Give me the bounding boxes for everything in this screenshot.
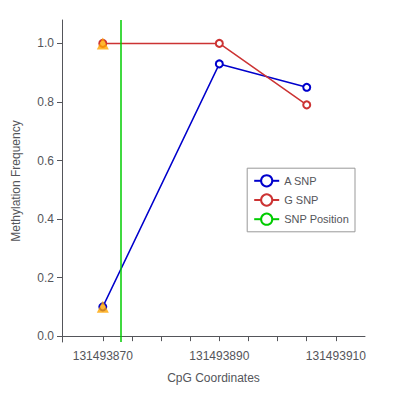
svg-text:0.8: 0.8 bbox=[37, 95, 54, 109]
svg-text:SNP Position: SNP Position bbox=[284, 213, 349, 225]
svg-text:0.6: 0.6 bbox=[37, 154, 54, 168]
svg-text:131493870: 131493870 bbox=[73, 349, 133, 363]
svg-text:A SNP: A SNP bbox=[284, 175, 316, 187]
svg-text:0.4: 0.4 bbox=[37, 212, 54, 226]
svg-text:0.2: 0.2 bbox=[37, 271, 54, 285]
svg-text:Methylation Frequency: Methylation Frequency bbox=[9, 120, 23, 241]
svg-text:131493910: 131493910 bbox=[306, 349, 366, 363]
svg-text:G SNP: G SNP bbox=[284, 194, 318, 206]
svg-text:131493890: 131493890 bbox=[189, 349, 249, 363]
svg-text:1.0: 1.0 bbox=[37, 36, 54, 50]
svg-text:CpG Coordinates: CpG Coordinates bbox=[167, 371, 260, 385]
svg-text:0.0: 0.0 bbox=[37, 329, 54, 343]
